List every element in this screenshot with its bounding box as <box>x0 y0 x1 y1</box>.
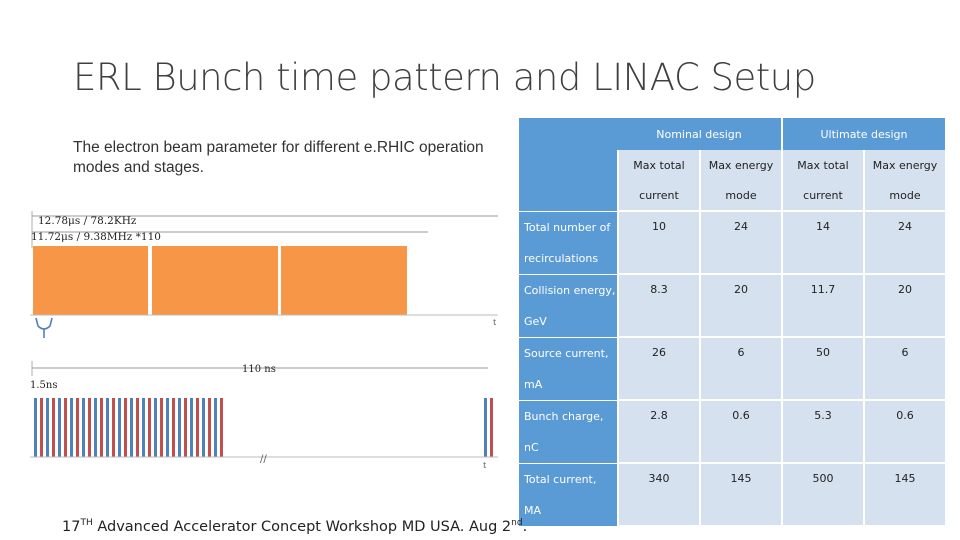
row-label: Total number of recirculations <box>519 212 617 275</box>
bunch-bar <box>136 398 139 457</box>
bunch-bar <box>64 398 67 457</box>
bunch-bar <box>106 398 109 457</box>
table-cell: 145 <box>863 464 946 527</box>
table-cell: 50 <box>781 338 863 401</box>
row-label: Source current, mA <box>519 338 617 401</box>
col-header-top: Max total <box>617 150 699 180</box>
table-cell: 20 <box>863 275 946 338</box>
bracket-mark <box>35 317 53 330</box>
group-header-ultimate: Ultimate design <box>781 118 946 150</box>
table-cell: 340 <box>617 464 699 527</box>
bunch-bar <box>178 398 181 457</box>
table-cell: 11.7 <box>781 275 863 338</box>
bunch-bar <box>208 398 211 457</box>
bunch-bar <box>172 398 175 457</box>
col-header-bottom: current <box>781 180 863 212</box>
period-label: 12.78μs / 78.2KHz <box>38 215 137 227</box>
bunch-pattern-diagram: 12.78μs / 78.2KHz 11.72μs / 9.38MHz *110… <box>30 211 498 470</box>
bunch-bar <box>40 398 43 457</box>
bunch-bar <box>484 398 487 457</box>
table-cell: 0.6 <box>863 401 946 464</box>
beam-parameter-table: Nominal design Ultimate design Max total… <box>519 118 946 527</box>
top-time-tick: t <box>493 318 497 327</box>
table-cell: 24 <box>699 212 781 275</box>
col-header-bottom: mode <box>863 180 946 212</box>
bunch-bar <box>94 398 97 457</box>
table-cell: 0.6 <box>699 401 781 464</box>
col-header-top: Max energy <box>863 150 946 180</box>
slide-description: The electron beam parameter for differen… <box>73 139 484 176</box>
row-label: Total current, MA <box>519 464 617 527</box>
table-cell: 6 <box>699 338 781 401</box>
bunch-bar <box>112 398 115 457</box>
orange-bunch-train <box>281 246 407 315</box>
table-cell: 5.3 <box>781 401 863 464</box>
orange-bunch-trains <box>33 246 407 315</box>
axis-break-mark: // <box>260 454 267 465</box>
bunch-bar <box>154 398 157 457</box>
bunch-bar <box>202 398 205 457</box>
orange-bunch-train <box>33 246 148 315</box>
bunch-bar <box>148 398 151 457</box>
bunch-bar <box>34 398 37 457</box>
table-cell: 26 <box>617 338 699 401</box>
bunch-bar <box>184 398 187 457</box>
col-header-top: Max total <box>781 150 863 180</box>
group-header-nominal: Nominal design <box>617 118 781 150</box>
row-label: Collision energy, GeV <box>519 275 617 338</box>
col-header-bottom: mode <box>699 180 781 212</box>
bunch-bar <box>190 398 193 457</box>
bottom-time-tick: t <box>483 461 487 470</box>
bunch-bar <box>220 398 223 457</box>
table-cell: 20 <box>699 275 781 338</box>
bunch-bar <box>100 398 103 457</box>
table-cell: 500 <box>781 464 863 527</box>
col-header-bottom: current <box>617 180 699 212</box>
bunch-bar <box>160 398 163 457</box>
bunch-bar <box>76 398 79 457</box>
table-cell: 14 <box>781 212 863 275</box>
bunch-bar <box>142 398 145 457</box>
bunch-spacing-label: 1.5ns <box>30 380 57 391</box>
bunch-bars <box>34 398 493 457</box>
table-cell: 10 <box>617 212 699 275</box>
bunch-bar <box>214 398 217 457</box>
bunch-bar <box>124 398 127 457</box>
bunch-bar <box>196 398 199 457</box>
table-cell: 24 <box>863 212 946 275</box>
slide-footer: 17TH Advanced Accelerator Concept Worksh… <box>62 518 528 535</box>
corner-cell-2 <box>519 150 617 180</box>
train-label: 11.72μs / 9.38MHz *110 <box>31 231 161 243</box>
bunch-bar <box>118 398 121 457</box>
corner-cell <box>519 118 617 150</box>
bunch-bar <box>166 398 169 457</box>
bunch-bar <box>82 398 85 457</box>
bunch-bar <box>490 398 493 457</box>
slide-title: ERL Bunch time pattern and LINAC Setup <box>73 56 816 99</box>
col-header-top: Max energy <box>699 150 781 180</box>
bunch-bar <box>58 398 61 457</box>
row-label: Bunch charge, nC <box>519 401 617 464</box>
orange-bunch-train <box>152 246 278 315</box>
bunch-bar <box>130 398 133 457</box>
train-length-label: 110 ns <box>242 364 276 375</box>
corner-cell-3 <box>519 180 617 212</box>
bunch-bar <box>52 398 55 457</box>
table-cell: 6 <box>863 338 946 401</box>
bunch-bar <box>46 398 49 457</box>
table-cell: 2.8 <box>617 401 699 464</box>
bunch-bar <box>88 398 91 457</box>
bunch-bar <box>70 398 73 457</box>
table-cell: 145 <box>699 464 781 527</box>
table-cell: 8.3 <box>617 275 699 338</box>
